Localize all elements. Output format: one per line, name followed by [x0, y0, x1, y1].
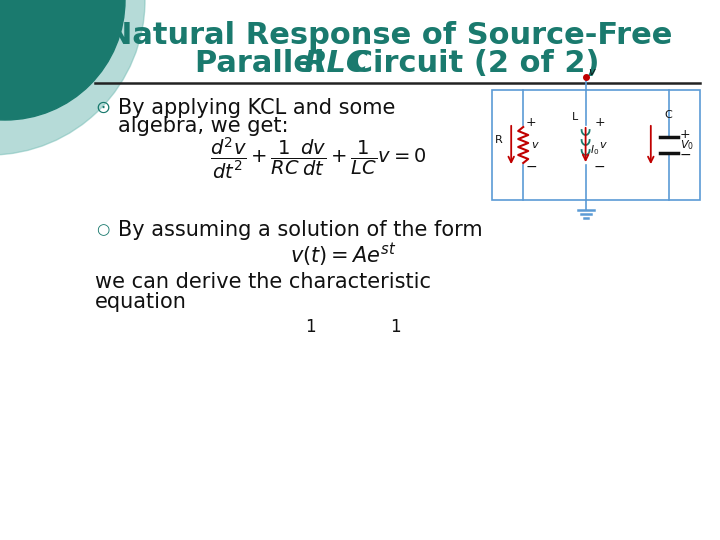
Text: Circuit (2 of 2): Circuit (2 of 2) — [341, 49, 600, 78]
Text: −: − — [526, 160, 537, 174]
Bar — [492, 90, 700, 200]
Text: +: + — [526, 117, 536, 130]
Text: we can derive the characteristic: we can derive the characteristic — [95, 272, 431, 292]
Text: C: C — [665, 110, 672, 120]
Text: By applying KCL and some: By applying KCL and some — [118, 98, 395, 118]
Text: 1: 1 — [305, 318, 315, 336]
Text: ○: ○ — [96, 222, 109, 238]
Text: +: + — [594, 117, 605, 130]
Text: v: v — [589, 67, 595, 77]
Text: $v(t) = Ae^{st}$: $v(t) = Ae^{st}$ — [290, 241, 396, 269]
Text: v: v — [531, 140, 538, 150]
Text: +: + — [680, 129, 690, 141]
Text: $\dfrac{d^2v}{dt^2} + \dfrac{1}{RC}\dfrac{dv}{dt} + \dfrac{1}{LC}v = 0$: $\dfrac{d^2v}{dt^2} + \dfrac{1}{RC}\dfra… — [210, 135, 426, 181]
Text: algebra, we get:: algebra, we get: — [118, 116, 289, 136]
Text: L: L — [572, 112, 578, 122]
Text: $V_0$: $V_0$ — [680, 138, 694, 152]
Text: Parallel: Parallel — [195, 49, 335, 78]
Text: −: − — [594, 160, 606, 174]
Circle shape — [0, 0, 125, 120]
Text: ⊙: ⊙ — [96, 99, 111, 117]
Text: −: − — [680, 148, 691, 162]
Text: R: R — [495, 135, 503, 145]
Text: v: v — [600, 140, 606, 150]
Text: $I_0$: $I_0$ — [590, 143, 599, 157]
Text: 1: 1 — [390, 318, 400, 336]
Text: RLC: RLC — [303, 49, 368, 78]
Text: Natural Response of Source-Free: Natural Response of Source-Free — [107, 21, 672, 50]
Text: equation: equation — [95, 292, 187, 312]
Text: By assuming a solution of the form: By assuming a solution of the form — [118, 220, 482, 240]
Circle shape — [0, 0, 145, 155]
